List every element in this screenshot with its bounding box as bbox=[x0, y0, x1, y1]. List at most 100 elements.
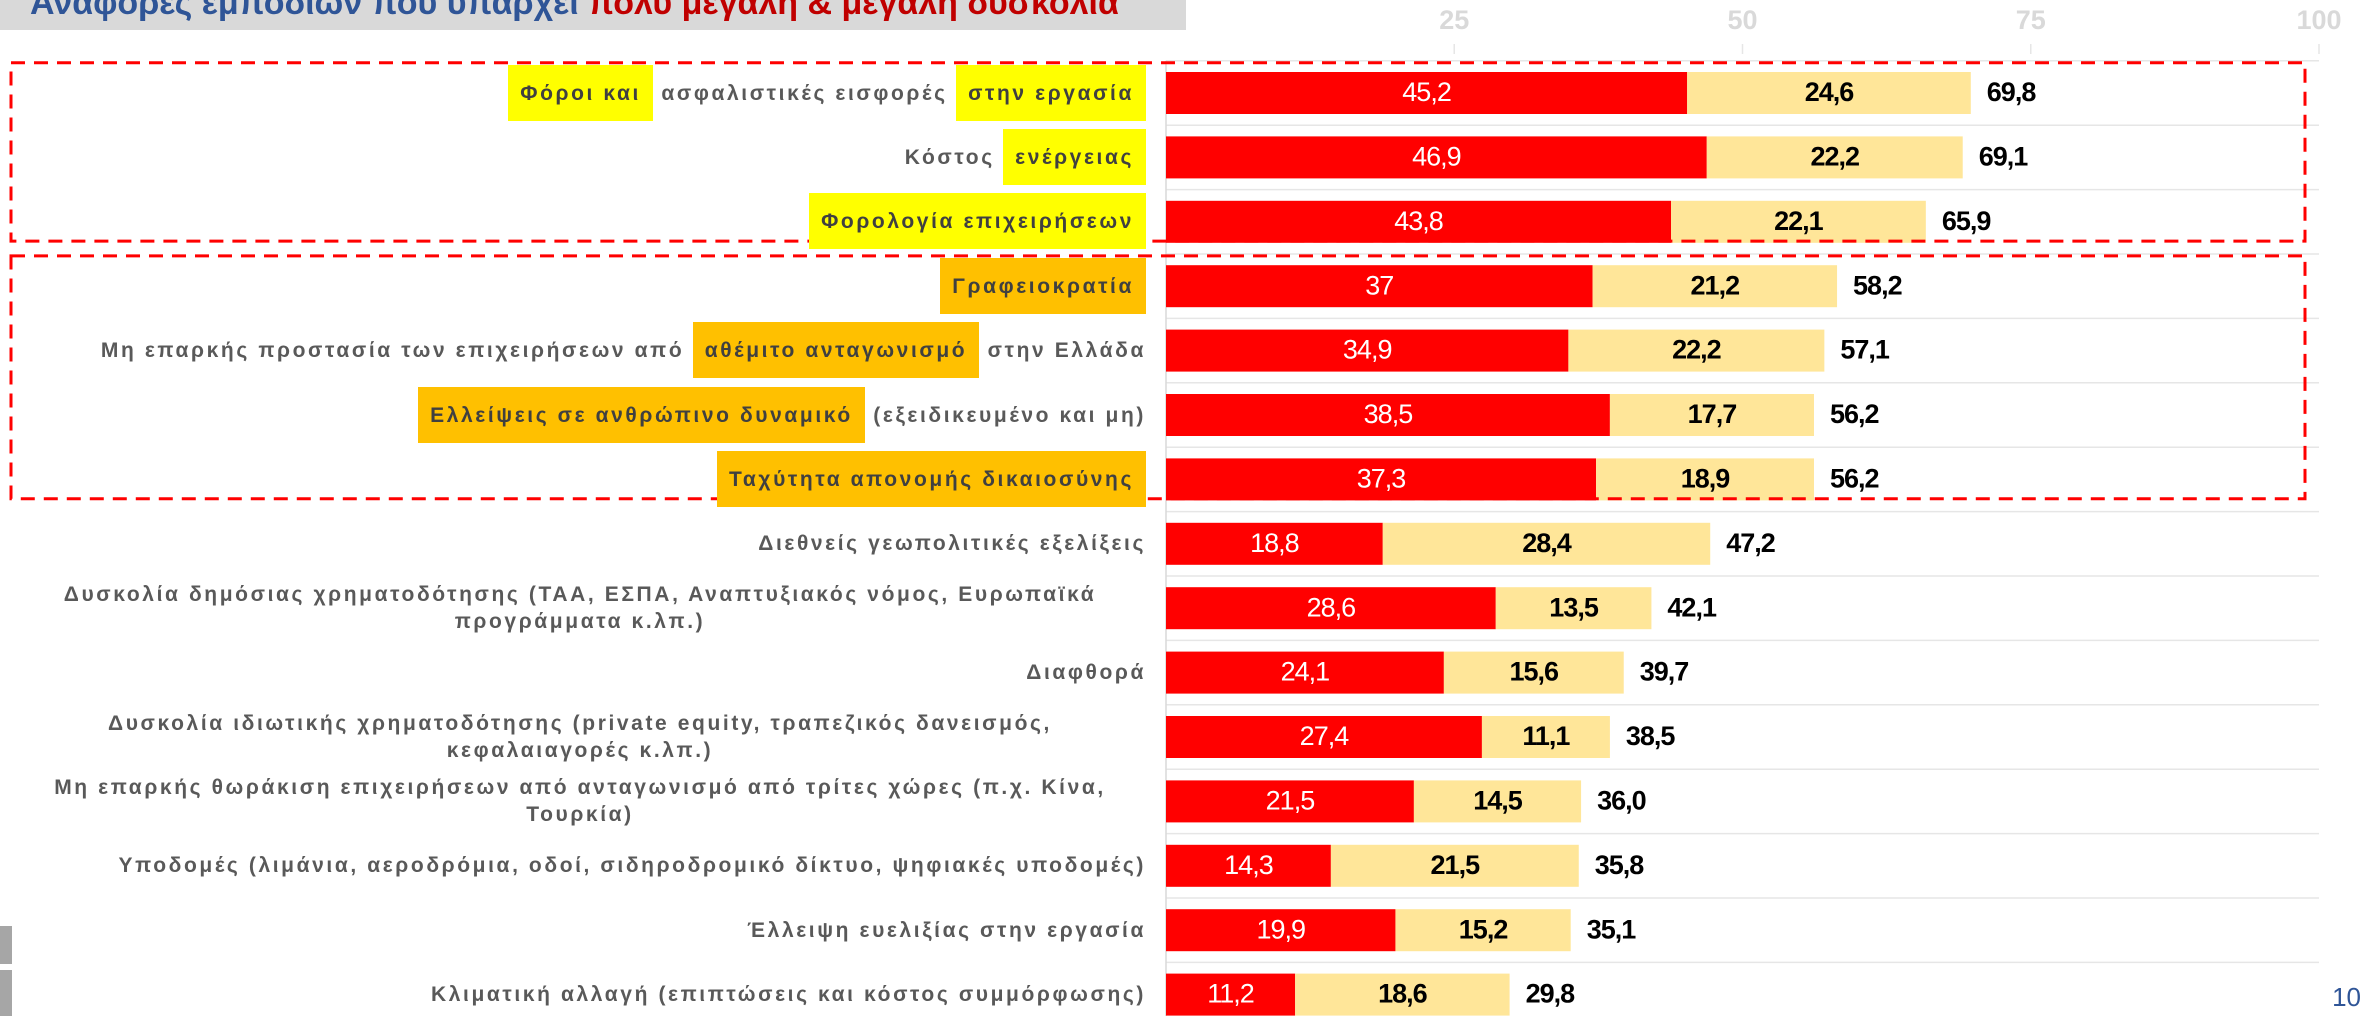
value-label: 11,2 bbox=[1207, 979, 1254, 1009]
title-highlight: πολύ μεγάλη & μεγάλη δυσκολία bbox=[588, 0, 1119, 22]
bar-segment bbox=[1330, 844, 1579, 887]
value-label: 24,6 bbox=[1805, 77, 1855, 107]
bar-segment bbox=[1568, 329, 1825, 372]
value-label: 28,4 bbox=[1522, 528, 1572, 558]
total-label: 69,1 bbox=[1979, 142, 2029, 172]
bar-segment bbox=[1395, 909, 1571, 952]
bar-segment bbox=[1443, 651, 1624, 694]
category-label-box: Φορολογία επιχειρήσεων bbox=[14, 182, 1146, 262]
category-label: Μη επαρκής θωράκιση επιχειρήσεων από αντ… bbox=[54, 776, 1115, 827]
total-label: 38,5 bbox=[1626, 721, 1676, 751]
category-label: Φορολογία επιχειρήσεων bbox=[809, 193, 1146, 250]
total-label: 36,0 bbox=[1597, 786, 1646, 816]
label-highlight: Φόροι και bbox=[508, 64, 653, 121]
value-label: 43,8 bbox=[1394, 206, 1443, 236]
label-highlight: Γραφειοκρατία bbox=[940, 257, 1146, 314]
value-label: 14,3 bbox=[1224, 850, 1273, 880]
x-tick-label: 75 bbox=[2016, 5, 2046, 35]
total-label: 39,7 bbox=[1640, 657, 1689, 687]
bar-segment bbox=[1166, 200, 1672, 243]
title: Αναφορές εμποδίων που υπάρχει πολύ μεγάλ… bbox=[30, 0, 1119, 23]
total-label: 35,1 bbox=[1587, 914, 1637, 944]
bar-segment bbox=[1166, 909, 1396, 952]
bar-segment bbox=[1481, 716, 1610, 758]
x-tick-label: 100 bbox=[2296, 5, 2341, 35]
value-label: 15,6 bbox=[1510, 657, 1560, 687]
group-box bbox=[9, 254, 2307, 501]
bar-segment bbox=[1166, 973, 1296, 1016]
x-tick-label: 25 bbox=[1439, 5, 1469, 35]
value-label: 19,9 bbox=[1256, 914, 1305, 944]
bar-segment bbox=[1166, 458, 1597, 501]
bar-segment bbox=[1295, 973, 1510, 1016]
value-label: 22,2 bbox=[1810, 142, 1859, 172]
value-label: 46,9 bbox=[1412, 142, 1461, 172]
bar-segment bbox=[1166, 651, 1444, 694]
category-label: Φόροι και ασφαλιστικές εισφορές στην εργ… bbox=[508, 64, 1146, 121]
category-label-box: Φόροι και ασφαλιστικές εισφορές στην εργ… bbox=[14, 53, 1146, 133]
total-label: 56,2 bbox=[1830, 464, 1879, 494]
bar-segment bbox=[1166, 587, 1496, 630]
value-label: 21,2 bbox=[1691, 270, 1740, 300]
category-label-box: Κλιματική αλλαγή (επιπτώσεις και κόστος … bbox=[14, 955, 1146, 1016]
value-label: 18,6 bbox=[1378, 979, 1428, 1009]
category-label: Κόστος ενέργειας bbox=[905, 128, 1146, 185]
category-label-box: Δυσκολία δημόσιας χρηματοδότησης (ΤΑΑ, Ε… bbox=[14, 568, 1146, 648]
title-text: Αναφορές εμποδίων που υπάρχει bbox=[30, 0, 589, 22]
category-label: Δυσκολία ιδιωτικής χρηματοδότησης (priva… bbox=[108, 712, 1061, 762]
category-label-box: Έλλειψη ευελιξίας στην εργασία bbox=[14, 890, 1146, 970]
category-label-box: Διαφθορά bbox=[14, 633, 1146, 713]
category-label: Ελλείψεις σε ανθρώπινο δυναμικό (εξειδικ… bbox=[418, 386, 1146, 443]
category-label-box: Μη επαρκής προστασία των επιχειρήσεων απ… bbox=[14, 311, 1146, 391]
category-label-box: Δυσκολία ιδιωτικής χρηματοδότησης (priva… bbox=[14, 697, 1146, 777]
category-label-box: Μη επαρκής θωράκιση επιχειρήσεων από αντ… bbox=[14, 761, 1146, 841]
value-label: 38,5 bbox=[1364, 399, 1413, 429]
value-label: 18,9 bbox=[1681, 464, 1731, 494]
category-label-box: Ελλείψεις σε ανθρώπινο δυναμικό (εξειδικ… bbox=[14, 375, 1146, 455]
value-label: 17,7 bbox=[1688, 399, 1737, 429]
value-label: 13,5 bbox=[1549, 592, 1599, 622]
value-label: 37,3 bbox=[1357, 464, 1406, 494]
label-highlight: Ταχύτητα απονομής δικαιοσύνης bbox=[717, 450, 1146, 507]
group-box bbox=[9, 61, 2307, 243]
logo-part bbox=[0, 970, 12, 1016]
page-number: 10 bbox=[2332, 982, 2361, 1012]
total-label: 57,1 bbox=[1840, 335, 1890, 365]
bar-segment bbox=[1166, 780, 1414, 823]
bar-segment bbox=[1671, 200, 1926, 243]
value-label: 21,5 bbox=[1431, 850, 1481, 880]
bar-segment bbox=[1382, 522, 1711, 565]
value-label: 14,5 bbox=[1473, 786, 1523, 816]
category-label: Διεθνείς γεωπολιτικές εξελίξεις bbox=[758, 532, 1146, 556]
label-highlight: αθέμιτο ανταγωνισμό bbox=[692, 322, 980, 379]
value-label: 37 bbox=[1365, 270, 1393, 300]
category-label: Κλιματική αλλαγή (επιπτώσεις και κόστος … bbox=[430, 983, 1146, 1007]
value-label: 18,8 bbox=[1250, 528, 1299, 558]
value-label: 15,2 bbox=[1459, 914, 1508, 944]
label-highlight: Ελλείψεις σε ανθρώπινο δυναμικό bbox=[418, 386, 865, 443]
total-label: 65,9 bbox=[1942, 206, 1992, 236]
value-label: 22,1 bbox=[1774, 206, 1824, 236]
value-label: 28,6 bbox=[1307, 592, 1356, 622]
total-label: 56,2 bbox=[1830, 399, 1879, 429]
category-label: Υποδομές (λιμάνια, αεροδρόμια, οδοί, σιδ… bbox=[118, 854, 1146, 878]
value-label: 34,9 bbox=[1343, 335, 1392, 365]
label-highlight: Φορολογία επιχειρήσεων bbox=[809, 193, 1146, 250]
bar-segment bbox=[1166, 329, 1569, 372]
bar-segment bbox=[1166, 716, 1482, 758]
total-label: 47,2 bbox=[1726, 528, 1775, 558]
category-label-box: Κόστος ενέργειας bbox=[14, 117, 1146, 197]
logo-part bbox=[0, 926, 12, 964]
value-label: 11,1 bbox=[1522, 721, 1570, 751]
total-label: 58,2 bbox=[1853, 270, 1902, 300]
bar-segment bbox=[1166, 72, 1688, 114]
category-label: Γραφειοκρατία bbox=[940, 257, 1146, 314]
bar-segment bbox=[1687, 72, 1971, 114]
bar-segment bbox=[1166, 522, 1383, 565]
value-label: 45,2 bbox=[1402, 77, 1451, 107]
bar-segment bbox=[1596, 458, 1814, 501]
category-label-box: Γραφειοκρατία bbox=[14, 246, 1146, 326]
bar-segment bbox=[1609, 394, 1814, 436]
category-label: Διαφθορά bbox=[1026, 661, 1146, 685]
